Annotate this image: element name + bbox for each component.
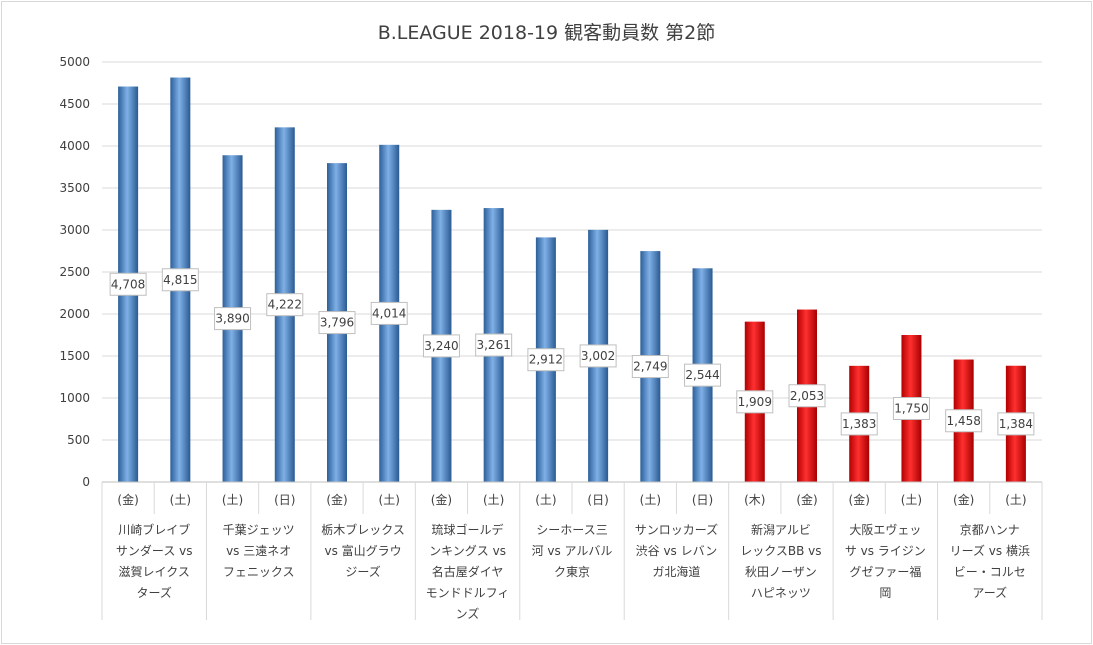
match-tick-label: 新潟アルビレックスBB vs 秋田ノーザンハピネッツ — [740, 522, 821, 600]
match-tick-label: サンロッカーズ渋谷 vs レバンガ北海道 — [635, 522, 718, 579]
day-tick-label: (金) — [326, 492, 347, 507]
data-label: 3,261 — [476, 338, 510, 352]
y-tick-label: 2500 — [59, 265, 90, 279]
data-label-box — [997, 412, 1035, 436]
match-tick-label: シーホース三河 vs アルバルク東京 — [532, 523, 613, 579]
y-tick-label: 4000 — [59, 139, 90, 153]
match-tick-label: 大阪エヴェッサ vs ライジングゼファー福岡 — [845, 522, 926, 600]
day-tick-label: (木) — [744, 493, 765, 507]
data-label-box — [631, 355, 669, 379]
data-label: 4,815 — [163, 273, 197, 287]
match-tick-label: 栃木ブレックス vs 富山グラウジーズ — [321, 522, 405, 579]
data-label-box — [214, 307, 252, 331]
data-label-box — [527, 348, 565, 372]
data-label: 2,749 — [633, 360, 667, 374]
y-tick-label: 4500 — [59, 97, 90, 111]
data-label-box — [266, 293, 304, 317]
day-tick-label: (金) — [796, 492, 817, 507]
day-tick-label: (土) — [535, 493, 556, 507]
y-tick-label: 1500 — [59, 349, 90, 363]
y-tick-label: 1000 — [59, 391, 90, 405]
y-tick-label: 0 — [82, 475, 90, 489]
data-label: 4,708 — [111, 277, 145, 291]
data-label-box — [475, 333, 513, 357]
data-label-box — [318, 311, 356, 335]
day-tick-label: (土) — [901, 493, 922, 507]
data-label-box — [422, 334, 460, 358]
data-label: 2,912 — [529, 353, 563, 367]
data-label: 2,544 — [685, 368, 719, 382]
y-axis: 0 500 1000 1500 2000 2500 3000 3500 4000 4500 5000 — [59, 55, 90, 489]
y-tick-label: 3000 — [59, 223, 90, 237]
bars — [118, 77, 1026, 483]
y-tick-label: 3500 — [59, 181, 90, 195]
chart-title: B.LEAGUE 2018-19 観客動員数 第2節 — [377, 22, 716, 44]
data-label: 4,014 — [372, 306, 406, 320]
gridlines — [102, 61, 1042, 483]
data-label-box — [370, 301, 408, 325]
day-tick-label: (土) — [1005, 493, 1026, 507]
data-label-box — [684, 363, 722, 387]
data-label: 1,750 — [894, 402, 928, 416]
day-tick-label: (土) — [379, 493, 400, 507]
data-label-box — [840, 412, 878, 436]
match-tick-label: 京都ハンナリーズ vs 横浜ビー・コルセアーズ — [950, 523, 1030, 600]
data-label: 1,383 — [842, 417, 876, 431]
match-tick-label: 琉球ゴールデンキングス vs 名古屋ダイヤモンドドルフィンズ — [426, 522, 510, 621]
data-label: 2,053 — [790, 389, 824, 403]
data-label: 1,458 — [946, 414, 980, 428]
data-label: 4,222 — [268, 298, 302, 312]
day-tick-label: (土) — [170, 493, 191, 507]
day-tick-label: (金) — [117, 492, 138, 507]
day-tick-label: (土) — [640, 493, 661, 507]
data-label-box — [892, 397, 930, 420]
data-label: 3,240 — [424, 339, 458, 353]
day-tick-label: (日) — [274, 493, 295, 507]
data-label-box — [736, 390, 774, 414]
y-tick-label: 500 — [67, 433, 90, 447]
data-label-box — [788, 384, 826, 408]
day-tick-label: (土) — [222, 493, 243, 507]
day-tick-label: (土) — [483, 493, 504, 507]
data-label-box — [579, 344, 617, 368]
y-tick-label: 2000 — [59, 307, 90, 321]
day-tick-label: (日) — [692, 493, 713, 507]
data-label-box — [109, 272, 147, 296]
day-tick-label: (金) — [431, 492, 452, 507]
x-axis: (金) (土) (土) (日) (金) (土) (金) (土) (土) (日) (土) (日) (木) (… — [101, 481, 1043, 621]
match-tick-label: 川崎ブレイブサンダース vs 滋賀レイクスターズ — [116, 522, 193, 600]
data-label: 3,002 — [581, 349, 615, 363]
day-tick-label: (日) — [587, 493, 608, 507]
data-label-box — [945, 409, 983, 433]
data-labels: 4,708 4,815 3,890 4,222 3,796 4,014 3,240 3,261… — [109, 268, 1035, 436]
data-label: 3,890 — [215, 312, 249, 326]
data-label: 1,384 — [999, 417, 1033, 431]
data-label: 3,796 — [320, 316, 354, 330]
match-tick-label: 千葉ジェッツ vs 三遠ネオフェニックス — [223, 523, 295, 579]
day-tick-label: (金) — [849, 492, 870, 507]
day-tick-label: (金) — [953, 492, 974, 507]
data-label-box — [161, 268, 199, 292]
y-tick-label: 5000 — [59, 55, 90, 69]
data-label: 1,909 — [738, 395, 772, 409]
